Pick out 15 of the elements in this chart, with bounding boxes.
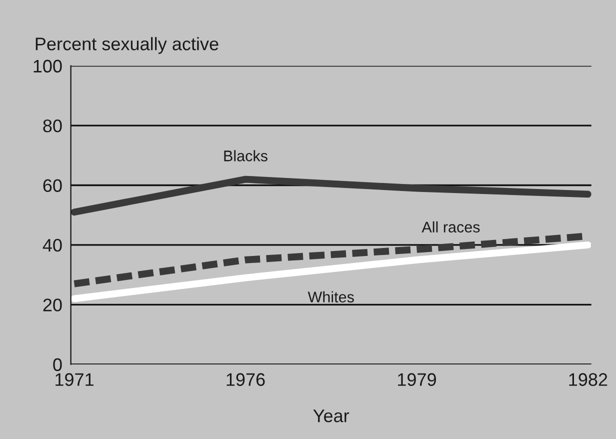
series-label: Whites [308, 291, 354, 302]
x-tick-label: 1982 [569, 373, 608, 386]
x-tick-label: 1979 [398, 373, 436, 386]
x-tick-label: 1971 [56, 373, 94, 386]
y-axis-title: Percent sexually active [36, 37, 218, 54]
y-tick-label: 100 [34, 60, 62, 73]
x-axis-title: Year [313, 410, 350, 422]
y-tick-label: 80 [43, 119, 62, 132]
y-tick-label: 0 [53, 358, 62, 372]
y-tick-label: 20 [43, 298, 62, 312]
series-label: Blacks [224, 150, 268, 162]
y-tick-label: 60 [43, 179, 62, 192]
y-tick-label: 40 [42, 238, 62, 252]
x-tick-label: 1976 [226, 373, 265, 386]
series-label: All races [422, 221, 480, 233]
